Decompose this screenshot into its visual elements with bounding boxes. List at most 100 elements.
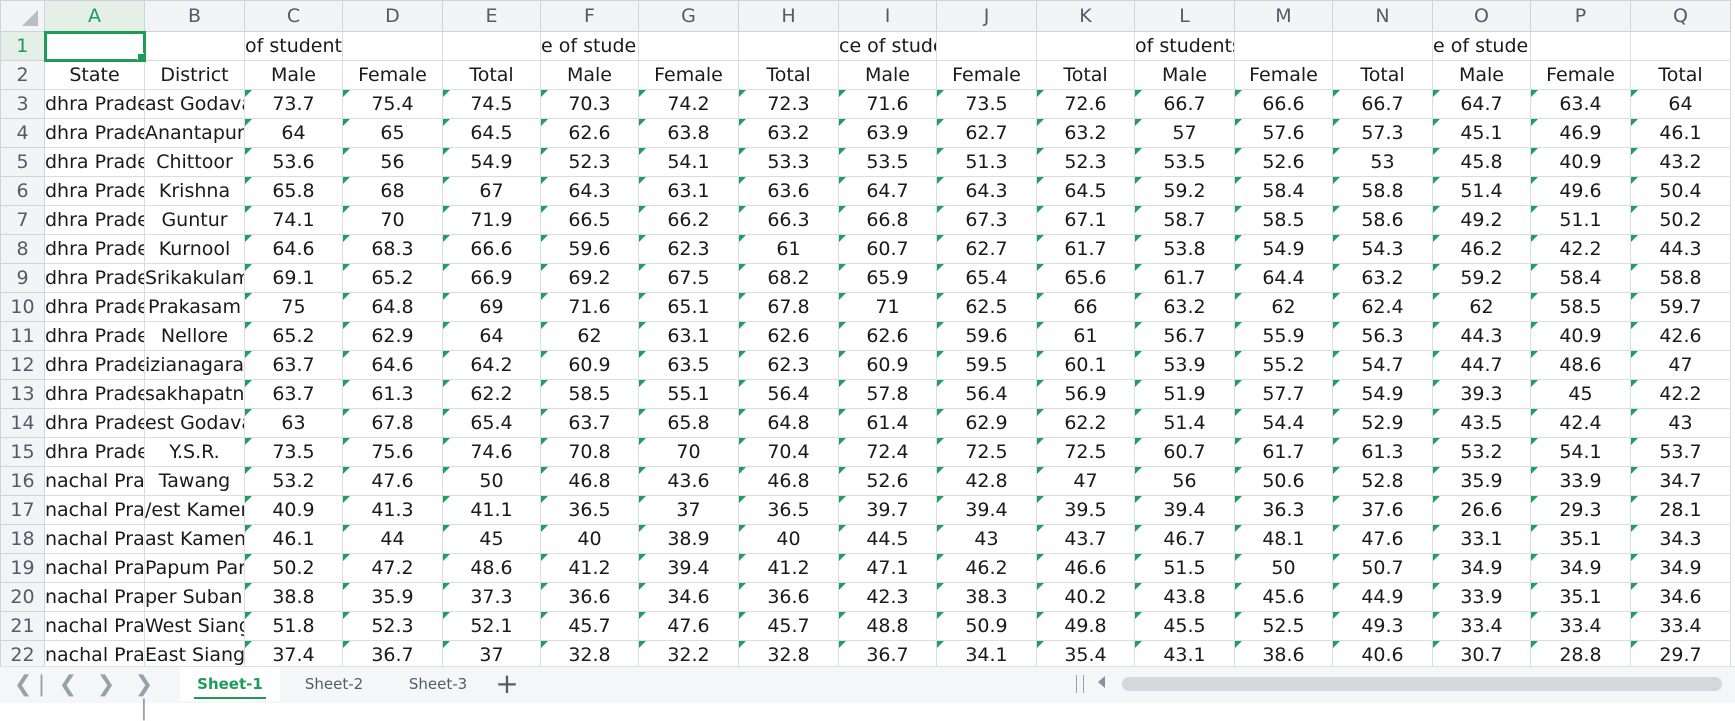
cell-value[interactable]: 57.3 <box>1332 118 1433 148</box>
cell-value[interactable]: 28.8 <box>1530 640 1631 666</box>
cell-value[interactable]: 38.8 <box>244 582 343 612</box>
cell-district[interactable]: Nellore <box>144 321 245 351</box>
cell-value[interactable]: 66 <box>1036 292 1135 322</box>
cell-value[interactable]: 63.7 <box>244 350 343 380</box>
cell-j1[interactable] <box>936 31 1037 61</box>
cell-value[interactable]: 65.1 <box>638 292 739 322</box>
cell-value[interactable]: 52.3 <box>342 611 443 641</box>
cell-district[interactable]: sakhapatna <box>144 379 245 409</box>
cell-m1[interactable] <box>1234 31 1333 61</box>
cell-value[interactable]: 46.7 <box>1134 524 1235 554</box>
row-header-10[interactable]: 10 <box>0 292 45 322</box>
cell-value[interactable]: 43.5 <box>1432 408 1531 438</box>
cell-district[interactable]: est Godava <box>144 408 245 438</box>
cell-value[interactable]: 63.1 <box>638 176 739 206</box>
row-header-9[interactable]: 9 <box>0 263 45 293</box>
row-header-15[interactable]: 15 <box>0 437 45 467</box>
cell-value[interactable]: 62 <box>1432 292 1531 322</box>
cell-value[interactable]: 67.8 <box>738 292 839 322</box>
column-header-p[interactable]: P <box>1530 0 1631 32</box>
cell-value[interactable]: 62.3 <box>638 234 739 264</box>
cell-k2[interactable]: Total <box>1036 60 1135 90</box>
cell-value[interactable]: 58.8 <box>1332 176 1433 206</box>
column-header-e[interactable]: E <box>442 0 541 32</box>
cell-value[interactable]: 40 <box>738 524 839 554</box>
cell-i1[interactable]: ce of students by learning outcor <box>838 31 937 61</box>
cell-value[interactable]: 37 <box>638 495 739 525</box>
cell-value[interactable]: 35.4 <box>1036 640 1135 666</box>
cell-value[interactable]: 28.1 <box>1630 495 1731 525</box>
active-cell[interactable] <box>43 30 146 62</box>
cell-d1[interactable] <box>342 31 443 61</box>
cell-value[interactable]: 35.9 <box>342 582 443 612</box>
cell-value[interactable]: 43 <box>1630 408 1731 438</box>
cell-value[interactable]: 43.6 <box>638 466 739 496</box>
cell-value[interactable]: 61.7 <box>1134 263 1235 293</box>
row-header-1[interactable]: 1 <box>0 31 46 61</box>
cell-value[interactable]: 52.6 <box>838 466 937 496</box>
cell-value[interactable]: 36.5 <box>738 495 839 525</box>
cell-value[interactable]: 72.6 <box>1036 89 1135 119</box>
cell-value[interactable]: 46.9 <box>1530 118 1631 148</box>
cell-value[interactable]: 40.2 <box>1036 582 1135 612</box>
cell-state[interactable]: dhra Prade <box>44 205 145 235</box>
row-header-20[interactable]: 20 <box>0 582 45 612</box>
cell-value[interactable]: 74.6 <box>442 437 541 467</box>
cell-value[interactable]: 65.4 <box>936 263 1037 293</box>
cell-value[interactable]: 59.7 <box>1630 292 1731 322</box>
cell-value[interactable]: 54.3 <box>1332 234 1433 264</box>
cell-value[interactable]: 43.8 <box>1134 582 1235 612</box>
cell-value[interactable]: 41.3 <box>342 495 443 525</box>
cell-value[interactable]: 67.5 <box>638 263 739 293</box>
column-header-o[interactable]: O <box>1432 0 1531 32</box>
cell-district[interactable]: Guntur <box>144 205 245 235</box>
cell-value[interactable]: 64.6 <box>342 350 443 380</box>
cell-value[interactable]: 66.7 <box>1332 89 1433 119</box>
cell-district[interactable]: East Siang <box>144 640 245 666</box>
cell-state[interactable]: dhra Prade <box>44 379 145 409</box>
cell-value[interactable]: 41.1 <box>442 495 541 525</box>
cell-value[interactable]: 33.4 <box>1530 611 1631 641</box>
cell-value[interactable]: 63.5 <box>638 350 739 380</box>
cell-value[interactable]: 61.3 <box>1332 437 1433 467</box>
cell-value[interactable]: 53.6 <box>244 147 343 177</box>
cell-o2[interactable]: Male <box>1432 60 1531 90</box>
cell-value[interactable]: 73.5 <box>936 89 1037 119</box>
cell-l1[interactable]: of students by learning outcome <box>1134 31 1235 61</box>
cell-value[interactable]: 64.5 <box>1036 176 1135 206</box>
cell-value[interactable]: 53.2 <box>244 466 343 496</box>
cell-value[interactable]: 45 <box>442 524 541 554</box>
cell-value[interactable]: 58.5 <box>1234 205 1333 235</box>
cell-value[interactable]: 40.6 <box>1332 640 1433 666</box>
column-header-q[interactable]: Q <box>1630 0 1731 32</box>
row-header-12[interactable]: 12 <box>0 350 45 380</box>
cell-value[interactable]: 70.4 <box>738 437 839 467</box>
cell-value[interactable]: 34.6 <box>638 582 739 612</box>
cell-value[interactable]: 50 <box>442 466 541 496</box>
cell-o1[interactable]: e of students by learning outcom <box>1432 31 1531 61</box>
cell-value[interactable]: 74.2 <box>638 89 739 119</box>
cell-value[interactable]: 71 <box>838 292 937 322</box>
cell-value[interactable]: 54.1 <box>638 147 739 177</box>
column-header-f[interactable]: F <box>540 0 639 32</box>
cell-state[interactable]: dhra Prade <box>44 89 145 119</box>
cell-value[interactable]: 63.6 <box>738 176 839 206</box>
cell-value[interactable]: 63.7 <box>540 408 639 438</box>
cell-value[interactable]: 58.4 <box>1234 176 1333 206</box>
cell-value[interactable]: 54.9 <box>1234 234 1333 264</box>
cell-value[interactable]: 35.1 <box>1530 524 1631 554</box>
cell-value[interactable]: 73.7 <box>244 89 343 119</box>
cell-value[interactable]: 53.3 <box>738 147 839 177</box>
cell-state[interactable]: nachal Prac <box>44 466 145 496</box>
cell-state[interactable]: dhra Prade <box>44 408 145 438</box>
cell-value[interactable]: 46.2 <box>936 553 1037 583</box>
cell-value[interactable]: 62.7 <box>936 234 1037 264</box>
row-header-2[interactable]: 2 <box>0 60 45 90</box>
cell-value[interactable]: 63.2 <box>1036 118 1135 148</box>
cell-value[interactable]: 51.4 <box>1432 176 1531 206</box>
cell-f2[interactable]: Male <box>540 60 639 90</box>
cell-value[interactable]: 63.2 <box>738 118 839 148</box>
cell-value[interactable]: 62.4 <box>1332 292 1433 322</box>
cell-value[interactable]: 50.6 <box>1234 466 1333 496</box>
cell-state[interactable]: nachal Prac <box>44 495 145 525</box>
